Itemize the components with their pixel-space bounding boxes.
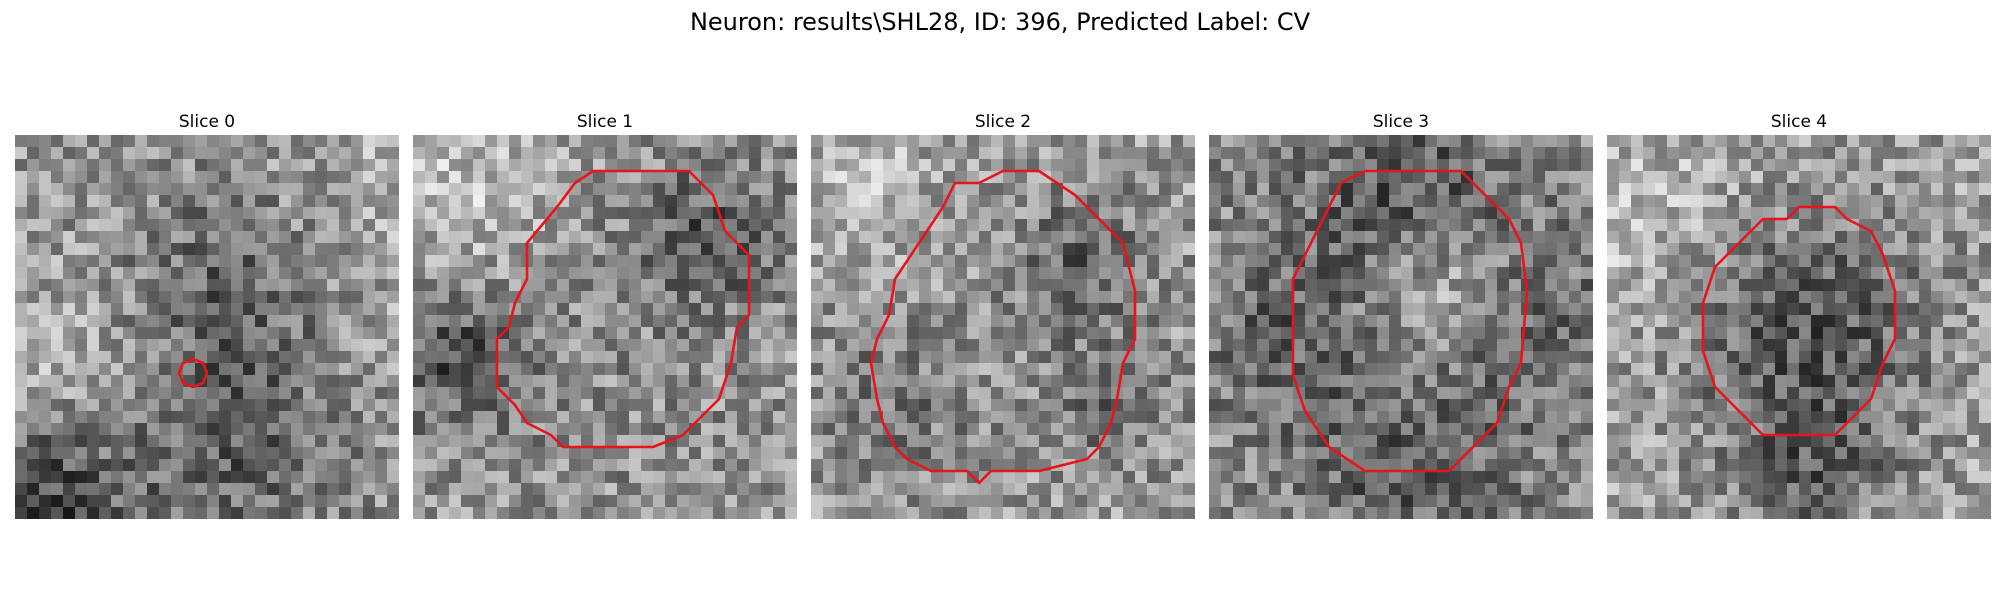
neuron-contour [495, 169, 751, 449]
neuron-contour [869, 169, 1137, 485]
slice-image [811, 135, 1195, 519]
slice-image [1607, 135, 1991, 519]
pixel-grid [1209, 135, 1593, 519]
slice-title: Slice 3 [1372, 112, 1430, 132]
pixel-grid [413, 135, 797, 519]
slice-title: Slice 1 [576, 112, 634, 132]
slice-panel-2: Slice 2 [811, 110, 1195, 519]
slice-title: Slice 4 [1770, 112, 1828, 132]
slice-panel-4: Slice 4 [1607, 110, 1991, 519]
pixel-grid [811, 135, 1195, 519]
slice-panel-3: Slice 3 [1209, 110, 1593, 519]
neuron-contour [177, 357, 209, 389]
neuron-contour [1701, 205, 1897, 437]
slice-title: Slice 2 [974, 112, 1032, 132]
pixel-grid [15, 135, 399, 519]
slice-image [15, 135, 399, 519]
slice-panel-0: Slice 0 [15, 110, 399, 519]
slice-image [1209, 135, 1593, 519]
neuron-contour [1291, 169, 1529, 473]
figure-title: Neuron: results\SHL28, ID: 396, Predicte… [689, 8, 1311, 36]
pixel-grid [1607, 135, 1991, 519]
slice-panel-1: Slice 1 [413, 110, 797, 519]
slice-title: Slice 0 [178, 112, 236, 132]
slice-image [413, 135, 797, 519]
